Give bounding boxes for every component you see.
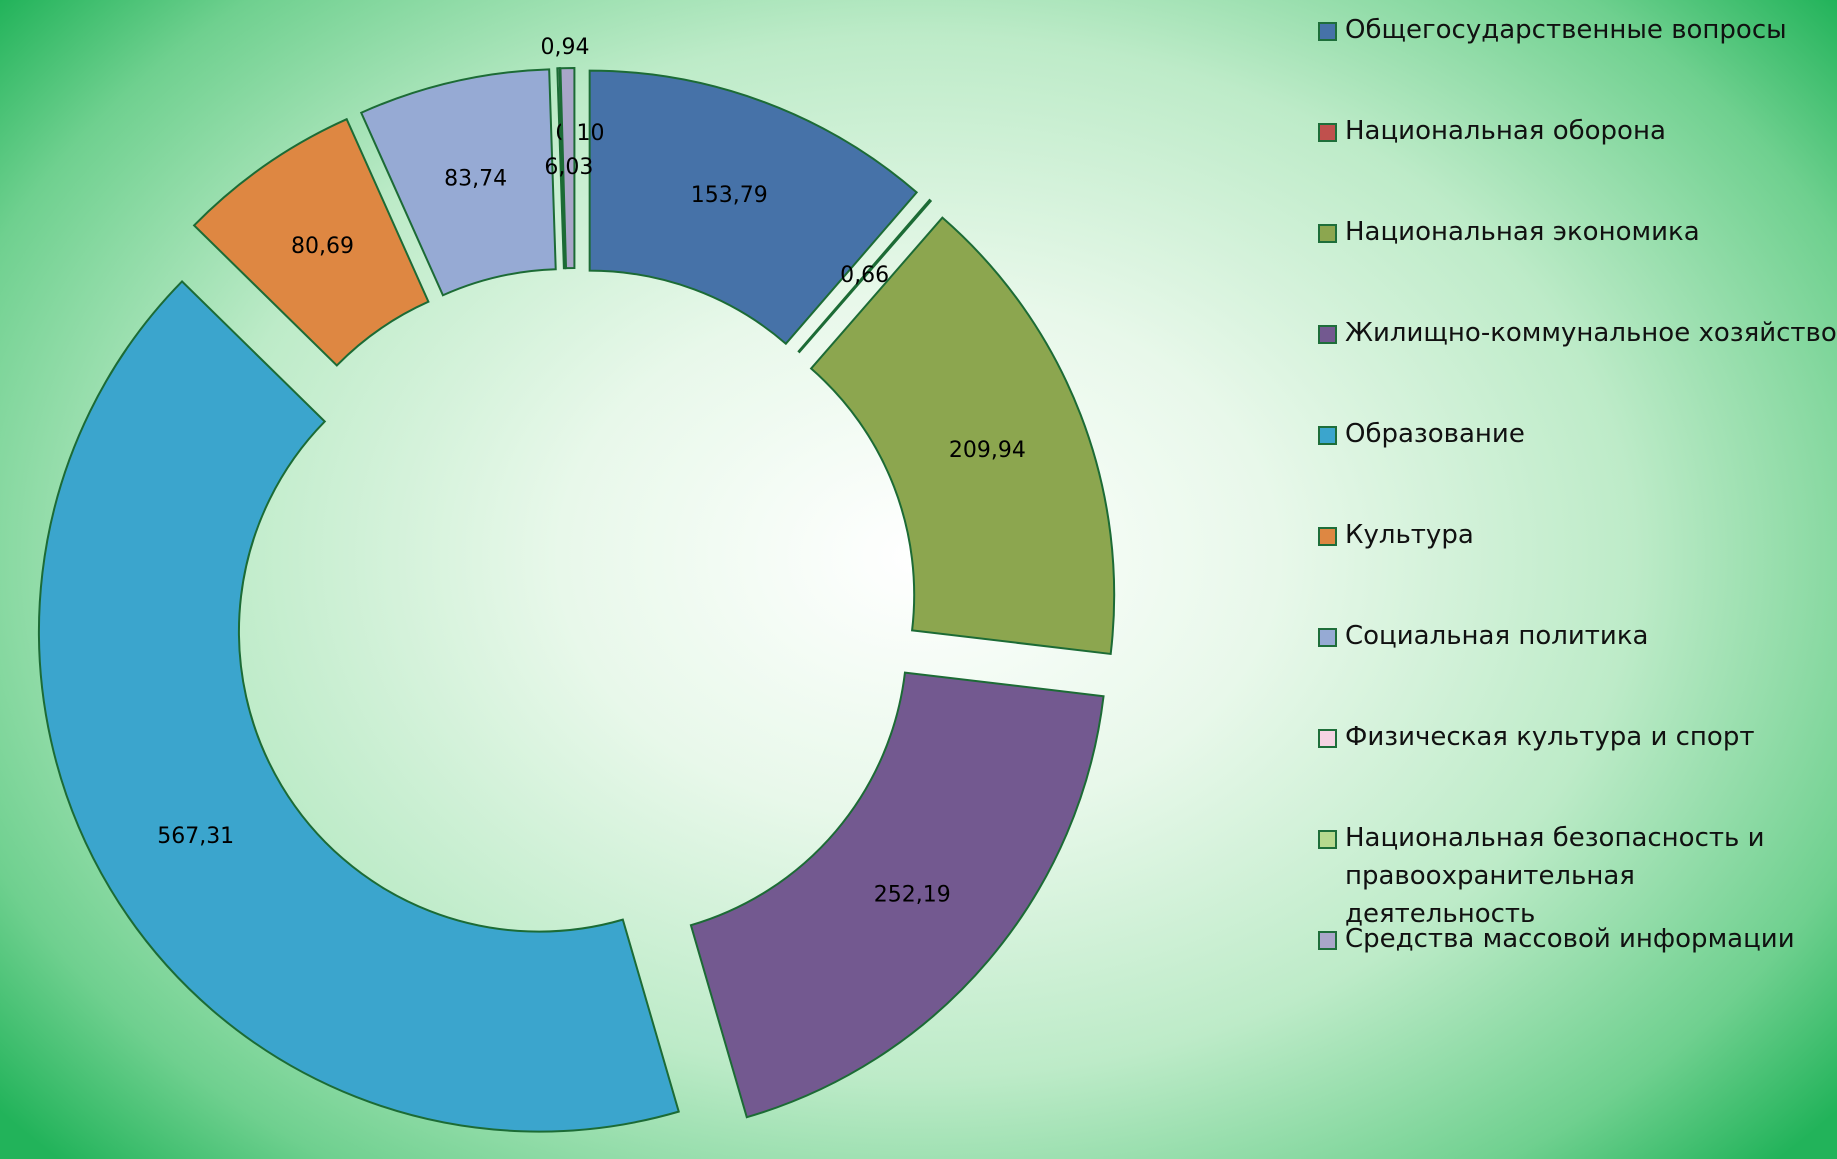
legend-swatch <box>1318 729 1337 748</box>
legend-label: Общегосударственные вопросы <box>1345 15 1787 45</box>
legend-item: Физическая культура и спорт <box>1318 718 1754 756</box>
slice <box>359 68 557 297</box>
legend-swatch <box>1318 22 1337 41</box>
legend-item: Национальная оборона <box>1318 112 1666 150</box>
slice <box>797 198 933 354</box>
value-label: 80,69 <box>291 234 354 259</box>
legend-swatch <box>1318 628 1337 647</box>
slice <box>689 671 1105 1119</box>
legend-swatch <box>1318 931 1337 950</box>
value-label: 6,03 <box>544 155 593 180</box>
slice <box>37 280 680 1133</box>
value-label: 0,94 <box>541 35 590 60</box>
legend-swatch <box>1318 527 1337 546</box>
legend-label: Культура <box>1345 520 1474 550</box>
value-label: 209,94 <box>949 438 1026 463</box>
legend-label: Национальная оборона <box>1345 116 1666 146</box>
legend-label: Средства массовой информации <box>1345 924 1795 954</box>
legend-label: Жилищно-коммунальное хозяйство <box>1345 318 1837 348</box>
legend-label: Национальная экономика <box>1345 217 1700 247</box>
value-label: 0,66 <box>840 263 889 288</box>
slice <box>192 117 430 367</box>
legend-item: Национальная безопасность и правоохранит… <box>1318 819 1788 933</box>
legend-swatch <box>1318 325 1337 344</box>
legend-item: Социальная политика <box>1318 617 1648 655</box>
legend-label: Национальная безопасность и правоохранит… <box>1345 823 1765 929</box>
value-label: 153,79 <box>691 183 768 208</box>
legend-item: Жилищно-коммунальное хозяйство <box>1318 314 1837 352</box>
legend-label: Социальная политика <box>1345 621 1649 651</box>
legend-item: Образование <box>1318 415 1525 453</box>
legend-item: Национальная экономика <box>1318 213 1700 251</box>
legend-item: Средства массовой информации <box>1318 920 1795 958</box>
value-label: 567,31 <box>157 824 234 849</box>
legend-label: Физическая культура и спорт <box>1345 722 1755 752</box>
legend-swatch <box>1318 830 1337 849</box>
slice <box>588 69 919 346</box>
legend-item: Общегосударственные вопросы <box>1318 11 1787 49</box>
value-label: 83,74 <box>444 166 507 191</box>
legend-swatch <box>1318 224 1337 243</box>
value-label: 252,19 <box>874 883 951 908</box>
chart: 153,79 0,66 209,94 252,19 567,31 80,69 83,74 0,… <box>37 35 1116 1133</box>
slice <box>809 216 1116 656</box>
legend-label: Образование <box>1345 419 1525 449</box>
slice <box>559 67 576 270</box>
legend-item: Культура <box>1318 516 1474 554</box>
legend-swatch <box>1318 123 1337 142</box>
legend-swatch <box>1318 426 1337 445</box>
